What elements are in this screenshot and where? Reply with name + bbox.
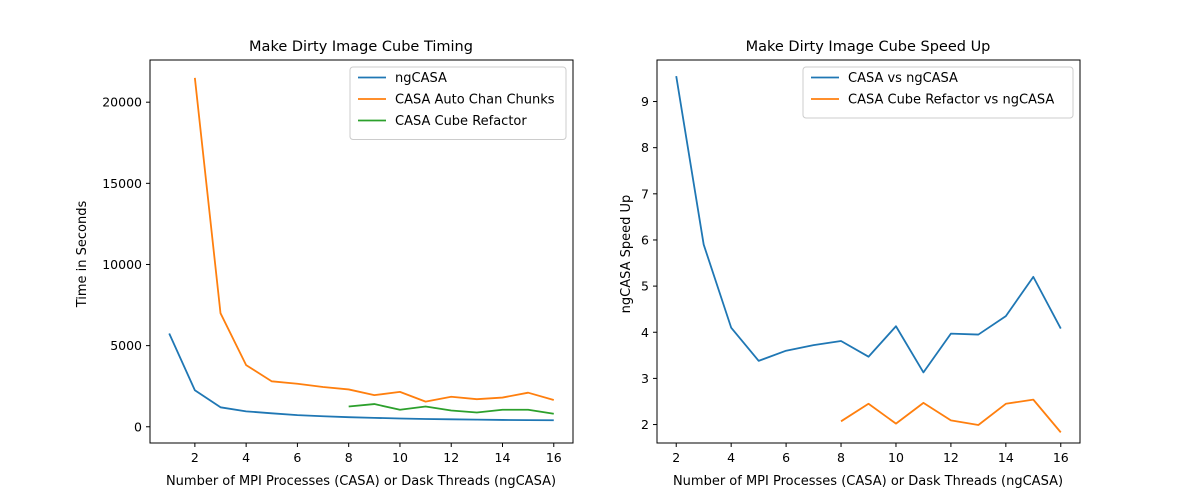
speedup-chart-ytick-label: 9 (641, 94, 649, 109)
timing-chart-series-2 (348, 403, 554, 415)
speedup-chart-legend-label-0: CASA vs ngCASA (848, 71, 958, 86)
speedup-chart-ytick-label: 7 (641, 186, 649, 201)
timing-chart-title: Make Dirty Image Cube Timing (249, 39, 473, 55)
speedup-chart-ytick-label: 2 (641, 417, 649, 432)
speedup-chart-xtick-label: 16 (1053, 450, 1069, 465)
timing-chart-xtick-label: 6 (293, 450, 301, 465)
timing-chart-legend-label-0: ngCASA (395, 71, 447, 86)
timing-chart-legend-label-2: CASA Cube Refactor (395, 114, 527, 129)
timing-chart-series-1 (193, 77, 555, 403)
speedup-chart-xtick-label: 2 (672, 450, 680, 465)
timing-chart-xtick-label: 16 (546, 450, 562, 465)
speedup-chart: Make Dirty Image Cube Speed Up Number of… (619, 39, 1081, 489)
timing-chart-legend-box (349, 66, 567, 140)
speedup-chart-xtick-label: 4 (727, 450, 735, 465)
speedup-chart-xlabel: Number of MPI Processes (CASA) or Dask T… (673, 474, 1063, 489)
speedup-chart-legend-label-1: CASA Cube Refactor vs ngCASA (848, 93, 1054, 108)
timing-chart-ytick-label: 5000 (110, 338, 142, 353)
speedup-chart-axes-frame (656, 59, 1081, 444)
speedup-chart-legend: CASA vs ngCASA CASA Cube Refactor vs ngCA… (802, 66, 1074, 119)
speedup-chart-title: Make Dirty Image Cube Speed Up (746, 39, 991, 55)
timing-chart-xtick-label: 4 (242, 450, 250, 465)
timing-chart-ytick-label: 10000 (102, 257, 142, 272)
timing-chart-xtick-label: 12 (443, 450, 459, 465)
timing-chart-series-0 (168, 333, 554, 422)
timing-chart-ytick-label: 20000 (102, 95, 142, 110)
speedup-chart-series-0 (675, 76, 1062, 374)
timing-chart: Make Dirty Image Cube Timing Number of M… (75, 39, 574, 489)
speedup-chart-ytick-label: 3 (641, 371, 649, 386)
speedup-chart-ytick-label: 5 (641, 279, 649, 294)
speedup-chart-xtick-label: 14 (998, 450, 1014, 465)
timing-chart-legend: ngCASA CASA Auto Chan Chunks CASA Cube Ref… (349, 66, 567, 140)
speedup-chart-ytick-label: 6 (641, 232, 649, 247)
speedup-chart-ylabel: ngCASA Speed Up (619, 195, 634, 314)
timing-chart-xtick-label: 14 (495, 450, 511, 465)
timing-chart-ylabel: Time in Seconds (75, 201, 90, 309)
speedup-chart-ytick-label: 4 (641, 325, 649, 340)
speedup-chart-ytick-label: 8 (641, 140, 649, 155)
speedup-chart-legend-box (802, 66, 1074, 119)
speedup-chart-xtick-label: 8 (837, 450, 845, 465)
speedup-chart-series-1 (840, 398, 1062, 433)
timing-chart-xlabel: Number of MPI Processes (CASA) or Dask T… (166, 474, 556, 489)
speedup-chart-xtick-label: 12 (943, 450, 959, 465)
speedup-chart-xtick-label: 10 (888, 450, 904, 465)
timing-chart-ytick-label: 0 (134, 419, 142, 434)
timing-chart-xtick-label: 8 (345, 450, 353, 465)
timing-chart-xtick-label: 2 (191, 450, 199, 465)
timing-chart-legend-label-1: CASA Auto Chan Chunks (395, 93, 555, 108)
timing-chart-ytick-label: 15000 (102, 176, 142, 191)
timing-chart-xtick-label: 10 (392, 450, 408, 465)
speedup-chart-xtick-label: 6 (782, 450, 790, 465)
timing-chart-axes-frame (149, 59, 574, 444)
